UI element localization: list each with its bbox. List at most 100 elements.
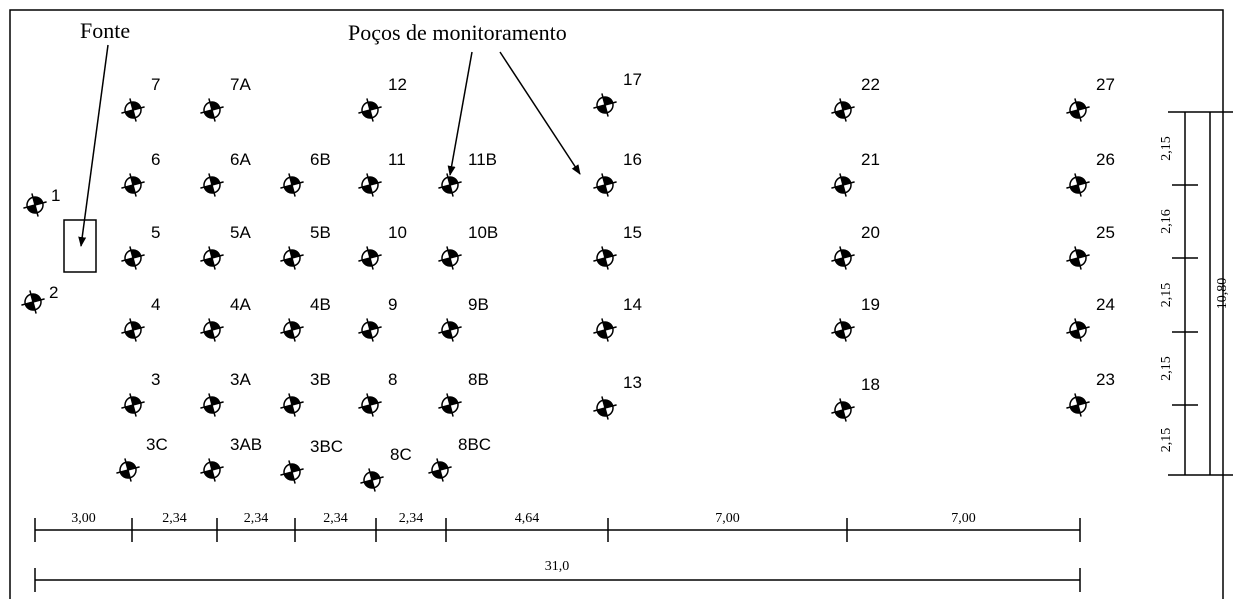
wells-title: Poços de monitoramento: [348, 20, 567, 45]
well: [831, 173, 855, 197]
well-cross: [208, 458, 216, 482]
frame: [9, 9, 1224, 599]
well: [593, 396, 617, 420]
well-cross: [208, 246, 216, 270]
well: [438, 393, 462, 417]
well: [593, 93, 617, 117]
well: [831, 98, 855, 122]
well-label: 25: [1096, 223, 1115, 242]
well-cross: [446, 173, 454, 197]
dimension-label: 7,00: [715, 511, 740, 526]
well-label: 1: [51, 186, 60, 205]
well-label: 4: [151, 295, 160, 314]
well-cross: [601, 173, 609, 197]
well-label: 18: [861, 375, 880, 394]
well-cross: [839, 318, 847, 342]
well-label: 5B: [310, 223, 331, 242]
well-cross: [1074, 98, 1082, 122]
well-cross: [839, 246, 847, 270]
source-label: Fonte: [80, 18, 130, 43]
well: [280, 393, 304, 417]
well-cross: [208, 98, 216, 122]
well-label: 16: [623, 150, 642, 169]
well-label: 6B: [310, 150, 331, 169]
dimension-label: 2,15: [1159, 283, 1174, 308]
well: [116, 458, 140, 482]
well-cross: [601, 93, 609, 117]
well: [593, 318, 617, 342]
well-label: 7: [151, 75, 160, 94]
dimension-label: 2,34: [399, 511, 424, 526]
well-label: 3C: [146, 435, 168, 454]
well-cross: [31, 193, 39, 217]
well-cross: [288, 246, 296, 270]
well-label: 15: [623, 223, 642, 242]
well-cross: [446, 246, 454, 270]
well: [121, 246, 145, 270]
well-cross: [1074, 318, 1082, 342]
well-label: 8: [388, 370, 397, 389]
well-cross: [839, 98, 847, 122]
well-cross: [124, 458, 132, 482]
well-cross: [366, 98, 374, 122]
dimension-label: 2,34: [323, 511, 348, 526]
well-cross: [366, 246, 374, 270]
well-label: 4A: [230, 295, 251, 314]
well: [358, 98, 382, 122]
well: [121, 173, 145, 197]
well-cross: [288, 318, 296, 342]
well-label: 6A: [230, 150, 251, 169]
well: [831, 398, 855, 422]
well: [831, 246, 855, 270]
well-label: 2: [49, 283, 58, 302]
well-cross: [208, 173, 216, 197]
source-box: [63, 219, 97, 273]
well-label: 3A: [230, 370, 251, 389]
well-label: 6: [151, 150, 160, 169]
well-cross: [288, 173, 296, 197]
well-label: 17: [623, 70, 642, 89]
well-cross: [1074, 393, 1082, 417]
dimension-label: 2,34: [162, 511, 187, 526]
well-label: 3: [151, 370, 160, 389]
well-cross: [446, 393, 454, 417]
dimension-label: 2,34: [244, 511, 269, 526]
well: [593, 173, 617, 197]
dimension-label: 2,15: [1159, 356, 1174, 381]
well: [1066, 318, 1090, 342]
well-cross: [436, 458, 444, 482]
well: [200, 98, 224, 122]
well-label: 23: [1096, 370, 1115, 389]
well: [23, 193, 47, 217]
dimension-label: 2,15: [1159, 136, 1174, 161]
well-cross: [366, 393, 374, 417]
well-label: 8BC: [458, 435, 491, 454]
well-label: 12: [388, 75, 407, 94]
well: [200, 246, 224, 270]
well-label: 8B: [468, 370, 489, 389]
well-label: 14: [623, 295, 642, 314]
well: [121, 318, 145, 342]
well: [280, 246, 304, 270]
well-cross: [129, 393, 137, 417]
well: [1066, 98, 1090, 122]
well-cross: [288, 393, 296, 417]
well: [280, 318, 304, 342]
well: [1066, 173, 1090, 197]
well-label: 3AB: [230, 435, 262, 454]
well: [121, 393, 145, 417]
dimension-total-label: 31,0: [545, 559, 570, 574]
dimension-label: 7,00: [951, 511, 976, 526]
well: [358, 318, 382, 342]
well-label: 21: [861, 150, 880, 169]
well-label: 5: [151, 223, 160, 242]
well: [21, 290, 45, 314]
well: [358, 173, 382, 197]
well: [200, 458, 224, 482]
well-cross: [29, 290, 37, 314]
well-label: 5A: [230, 223, 251, 242]
well-label: 7A: [230, 75, 251, 94]
well-label: 3BC: [310, 437, 343, 456]
well: [438, 173, 462, 197]
